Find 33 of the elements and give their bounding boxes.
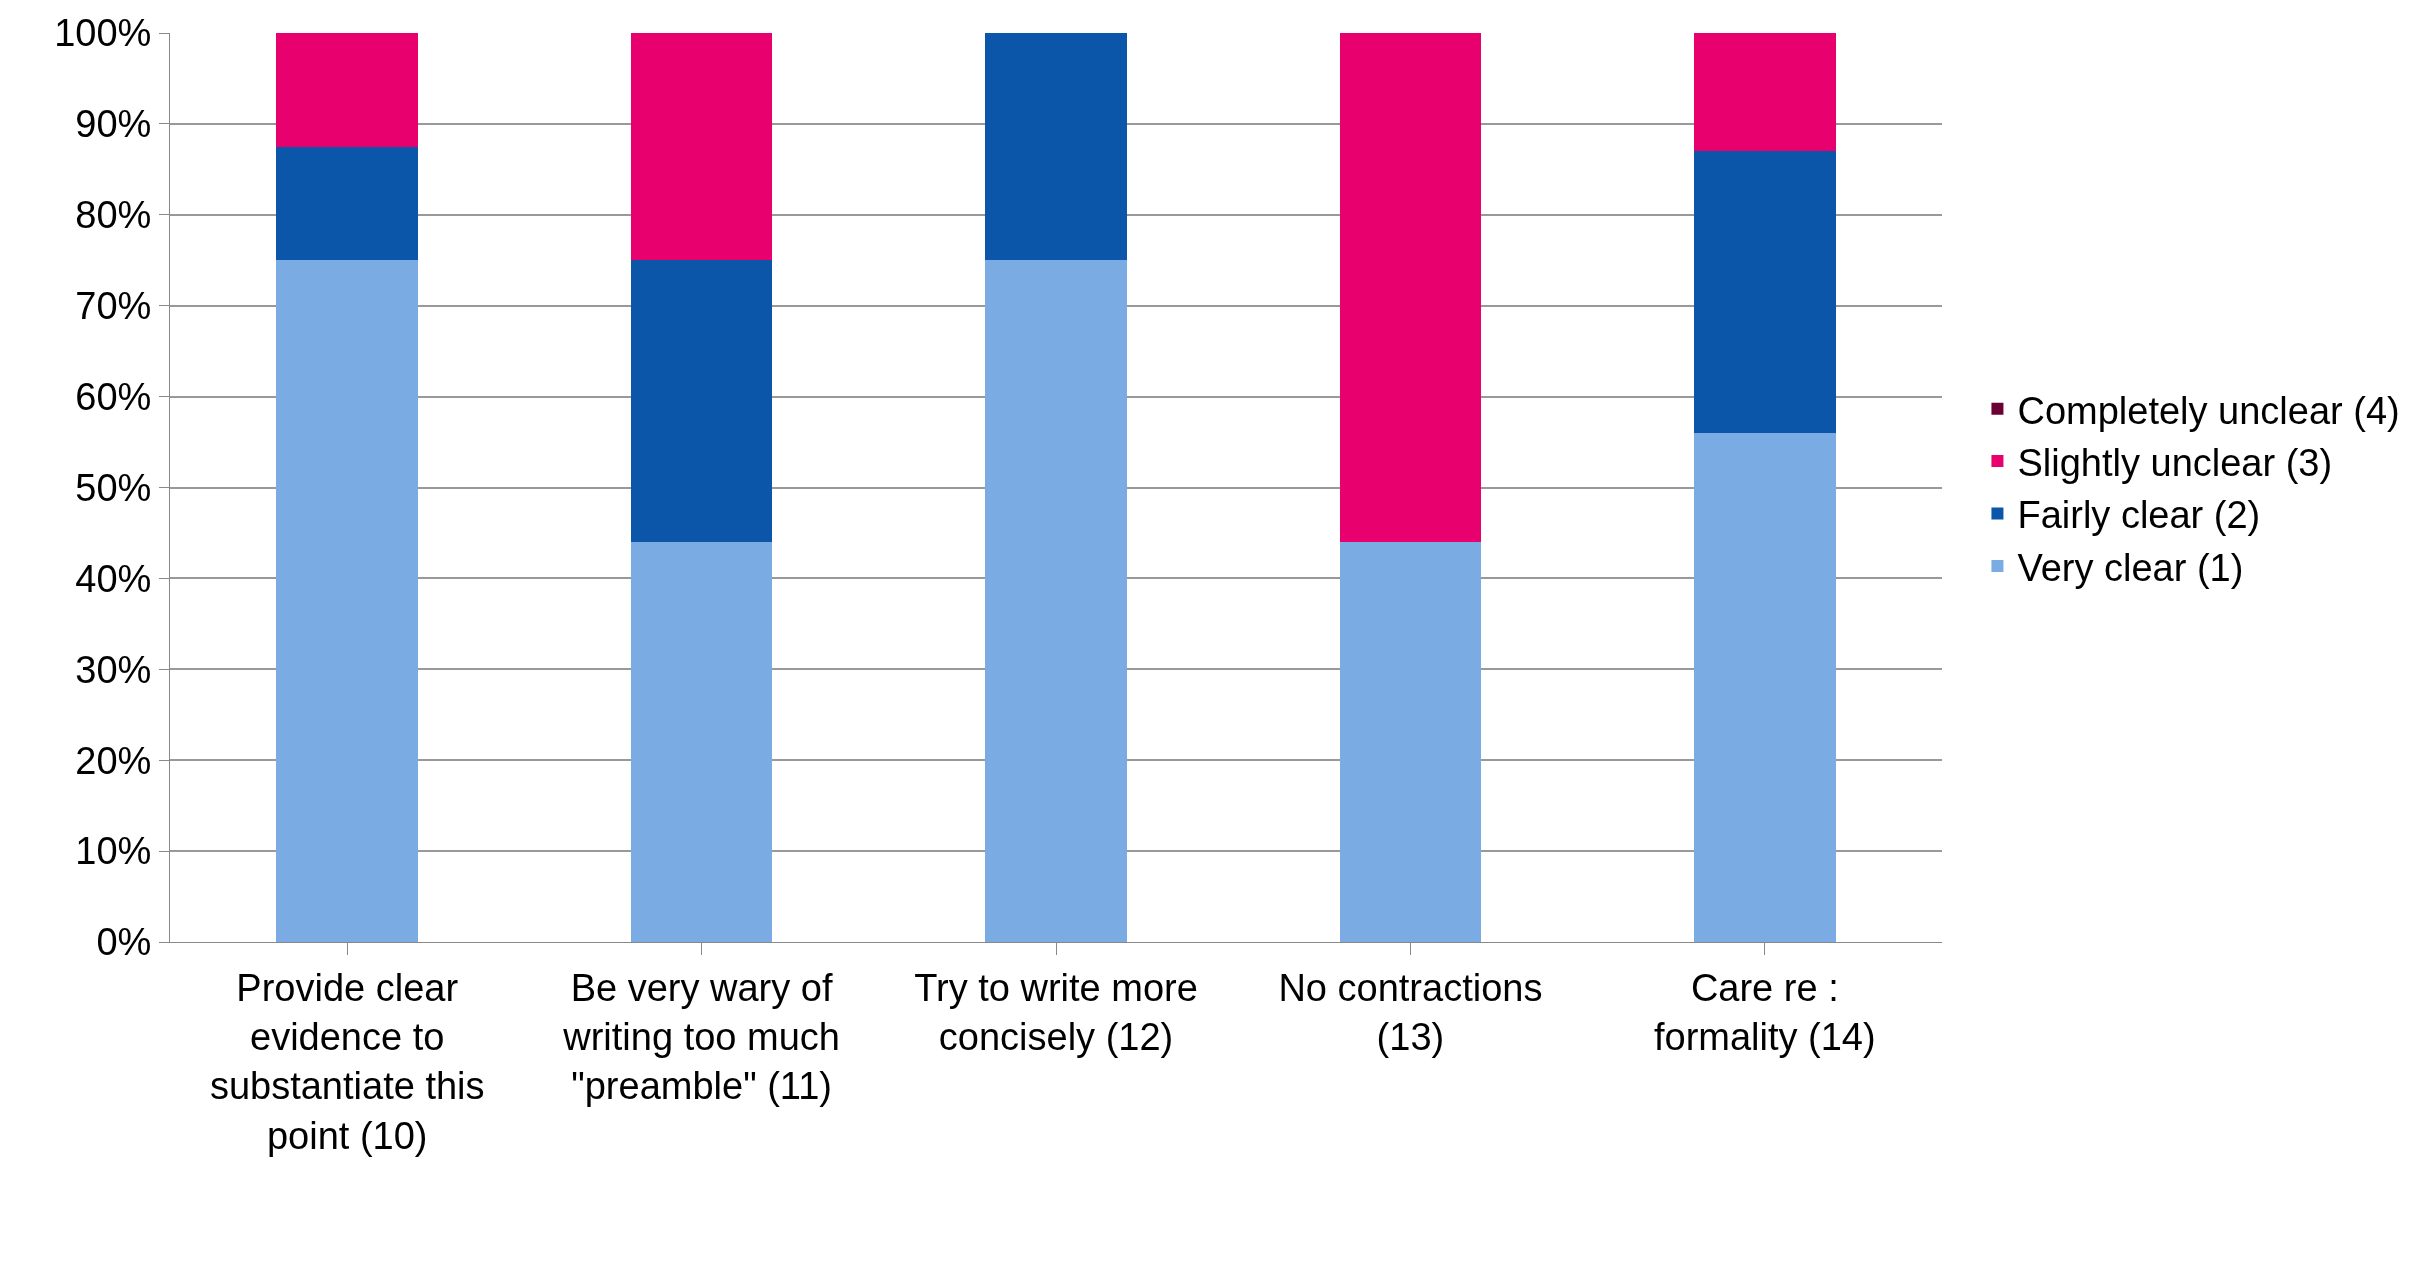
legend-label: Slightly unclear (3) [2017,441,2333,484]
bar [630,260,773,543]
bar [276,260,419,942]
y-tick-label: 60% [75,375,152,418]
bar [630,33,773,261]
legend-label: Very clear (1) [2017,546,2244,589]
y-tick-label: 90% [75,103,152,146]
x-tick-label: Be very wary of writing too much "preamble" (11) [562,966,840,1108]
bar [1339,542,1482,942]
y-tick-label: 0% [96,921,152,964]
bar [985,33,1127,261]
bar [1693,151,1836,433]
x-tick-label: No contractions (13) [1278,966,1543,1058]
x-tick-label: Care re : formality (14) [1653,966,1876,1058]
y-tick-label: 10% [75,830,152,873]
legend-label: Completely unclear (4) [2017,389,2400,432]
bar [276,33,419,147]
bar [630,542,773,942]
bar [985,260,1127,942]
y-tick-label: 100% [54,12,152,55]
bar [1693,33,1836,152]
bar [1339,33,1482,543]
bar [276,146,419,261]
y-tick-label: 50% [75,466,152,509]
y-tick-label: 70% [75,285,152,327]
y-tick-label: 80% [75,194,152,237]
x-tick-label: Provide clear evidence to substantiate this point (10) [209,966,485,1157]
y-tick-label: 30% [75,648,152,691]
y-tick-label: 40% [75,557,152,600]
y-tick-label: 20% [75,739,152,782]
legend-label: Fairly clear (2) [2017,494,2261,537]
bar [1693,432,1836,942]
x-tick-label: Try to write more concisely (12) [914,966,1198,1058]
